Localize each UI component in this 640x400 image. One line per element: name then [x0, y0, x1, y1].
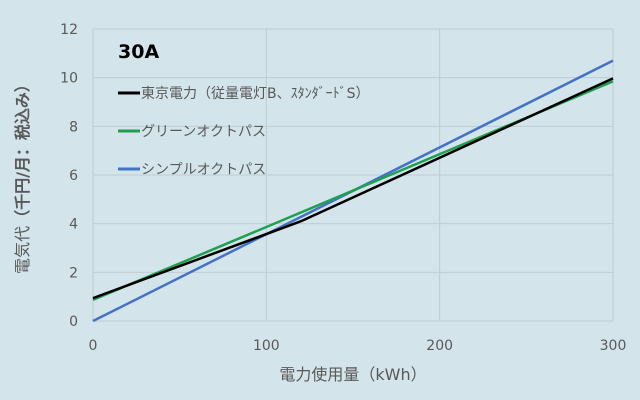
y-tick-label: 10: [60, 71, 78, 87]
y-axis-label: 電気代（千円/月：税込み）: [13, 76, 32, 274]
legend-label: シンプルオクトパス: [141, 162, 266, 178]
y-tick-label: 0: [69, 314, 78, 330]
x-tick-label: 300: [600, 338, 627, 354]
series-line-0: [92, 77, 614, 300]
tick-labels: 0 2 4 6 8 10 12 0 100 200 300: [60, 22, 626, 354]
y-tick-label: 4: [69, 217, 78, 233]
x-tick-label: 200: [426, 338, 453, 354]
x-tick-label: 0: [89, 338, 98, 354]
series-lines: [92, 59, 614, 323]
y-axis-label-unit: （千円/月：税込み）: [13, 76, 32, 226]
y-tick-label: 12: [60, 22, 78, 38]
grid: [92, 28, 614, 322]
x-tick-label: 100: [253, 338, 280, 354]
legend-label: 東京電力（従量電灯B、ｽﾀﾝﾀﾞｰﾄﾞS）: [141, 86, 370, 102]
x-axis-label: 電力使用量（kWh）: [279, 365, 426, 384]
y-axis-label-main: 電気代: [13, 226, 32, 274]
y-tick-label: 2: [69, 265, 78, 281]
chart-title: 30A: [118, 41, 159, 63]
y-tick-label: 8: [69, 119, 78, 135]
y-tick-label: 6: [69, 168, 78, 184]
legend-label: グリーンオクトパス: [141, 124, 266, 140]
